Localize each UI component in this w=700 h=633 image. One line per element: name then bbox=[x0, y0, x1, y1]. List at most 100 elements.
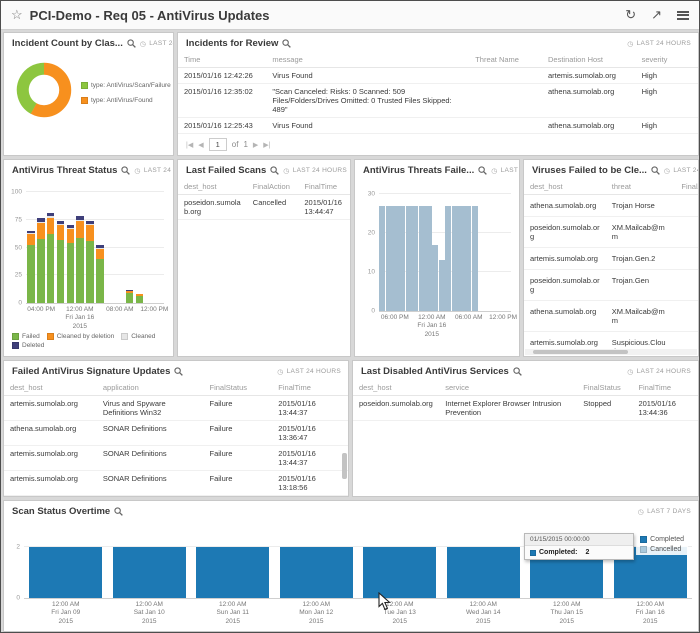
prev-page-button[interactable]: ◀ bbox=[198, 141, 204, 149]
cell-threat: Trojan.Gen.2 bbox=[605, 247, 676, 270]
legend-swatch bbox=[12, 342, 19, 349]
cell-threat: XM.Mailcab@mm bbox=[605, 300, 676, 332]
time-range-badge[interactable]: ◷LAST 24 HOURS bbox=[627, 368, 691, 376]
cell-threat: Trojan Horse bbox=[605, 194, 676, 217]
cell-final-time: 2015/01/16 13:41:37 bbox=[272, 495, 348, 496]
page-number-input[interactable]: 1 bbox=[208, 138, 227, 151]
menu-icon[interactable] bbox=[677, 10, 689, 20]
time-range-badge[interactable]: ◷LAST 24 HOURS bbox=[627, 40, 691, 48]
legend-swatch bbox=[81, 81, 88, 89]
legend-item[interactable]: Cancelled bbox=[640, 546, 684, 553]
column-header[interactable]: service bbox=[439, 380, 578, 396]
column-header[interactable]: FinalTime bbox=[632, 380, 698, 396]
time-range-badge[interactable]: ◷LAST 24 HOURS bbox=[664, 167, 698, 175]
table-row[interactable]: artemis.sumolab.org Virus and Spyware Def… bbox=[4, 395, 348, 421]
donut-legend: type: AntiVirus/Scan/Failure type: AntiV… bbox=[81, 81, 171, 104]
magnifier-icon[interactable] bbox=[651, 166, 660, 175]
time-range-badge[interactable]: ◷LAST 24 HOURS bbox=[134, 167, 173, 175]
cell-final-action bbox=[675, 247, 698, 270]
scrollbar-thumb[interactable] bbox=[533, 350, 628, 354]
legend-swatch bbox=[12, 333, 19, 340]
table-row[interactable]: 2015/01/16 12:42:26 Virus Found artemis.… bbox=[178, 67, 698, 84]
column-header[interactable]: Time bbox=[178, 52, 267, 68]
tooltip-swatch bbox=[530, 549, 536, 556]
legend-item[interactable]: Cleaned bbox=[121, 333, 155, 340]
table-row[interactable]: artemis.sumolab.org SONAR Definitions Fail… bbox=[4, 470, 348, 496]
magnifier-icon[interactable] bbox=[270, 166, 280, 175]
legend-label: Cleaned by deletion bbox=[56, 333, 115, 340]
favorite-star-icon[interactable]: ☆ bbox=[11, 7, 23, 22]
tooltip-timestamp: 01/15/2015 00:00:00 bbox=[525, 534, 633, 546]
threats-failed-chart[interactable]: 0 10 20 30 06:00 PM 12:00 AM Fri Jan 16 2015 06:… bbox=[367, 190, 517, 338]
cell-destination-host: artemis.sumolab.org bbox=[541, 67, 636, 84]
column-header[interactable]: FinalStatus bbox=[577, 380, 633, 396]
horizontal-scrollbar[interactable] bbox=[525, 349, 697, 355]
legend-item[interactable]: type: AntiVirus/Scan/Failure bbox=[81, 81, 171, 89]
table-row[interactable]: artemis.sumolab.org SONAR Definitions Fail… bbox=[4, 445, 348, 471]
column-header[interactable]: severity bbox=[635, 52, 698, 68]
table-row[interactable]: athena.sumolab.org SONAR Definitions Failu… bbox=[4, 420, 348, 446]
time-range-badge[interactable]: ◷LAST 24 HOURS bbox=[491, 167, 519, 175]
magnifier-icon[interactable] bbox=[121, 166, 131, 175]
cell-dest-host: athena.sumolab.org bbox=[524, 300, 606, 332]
legend-item[interactable]: Completed bbox=[640, 536, 684, 543]
column-header[interactable]: Threat Name bbox=[469, 52, 542, 68]
time-range-badge[interactable]: ◷LAST 24 HOURS bbox=[140, 40, 173, 48]
table-row[interactable]: poseidon.sumolab.org XM.Mailcab@mm bbox=[524, 216, 698, 248]
vertical-scrollbar[interactable] bbox=[342, 452, 347, 479]
clock-icon: ◷ bbox=[277, 368, 284, 376]
last-failed-scans-table: dest_host FinalAction FinalTime poseidon… bbox=[178, 179, 350, 220]
panel-antivirus-threats-failed: AntiVirus Threats Faile... ◷LAST 24 HOUR… bbox=[354, 159, 520, 357]
donut-chart[interactable] bbox=[16, 62, 72, 123]
cell-threat: Trojan.Gen bbox=[605, 269, 676, 301]
cell-time: 2015/01/16 12:25:43 bbox=[178, 117, 267, 134]
column-header[interactable]: dest_host bbox=[178, 179, 247, 195]
column-header[interactable]: FinalStatus bbox=[203, 380, 273, 396]
clock-icon: ◷ bbox=[134, 167, 141, 175]
table-row[interactable]: artemis.sumolab.org Trojan.Gen.2 bbox=[524, 247, 698, 270]
refresh-icon[interactable]: ↻ bbox=[625, 7, 637, 22]
scan-status-chart[interactable]: 0 2 12:00 AM Fri Jan 09 2015 12:00 AM Sat Jan … bbox=[16, 537, 692, 625]
column-header[interactable]: FinalAction bbox=[246, 179, 299, 195]
column-header[interactable]: application bbox=[96, 380, 204, 396]
legend-item[interactable]: Deleted bbox=[12, 342, 44, 349]
magnifier-icon[interactable] bbox=[114, 507, 124, 516]
table-row[interactable]: poseidon.sumolab.org Cancelled 2015/01/1… bbox=[178, 194, 350, 220]
cell-application: SONAR Definitions bbox=[96, 420, 204, 446]
threat-status-chart[interactable]: 0 25 50 75 100 04:00 PM 12:00 AM Fri Jan 16 2015… bbox=[11, 188, 169, 330]
legend-item[interactable]: Cleaned by deletion bbox=[46, 333, 115, 340]
time-range-label: LAST 24 HOURS bbox=[143, 167, 173, 174]
cell-severity: High bbox=[635, 117, 698, 134]
expand-icon[interactable]: ↗ bbox=[651, 7, 662, 22]
table-row[interactable]: athena.sumolab.org XM.Mailcab@mm bbox=[524, 300, 698, 332]
column-header[interactable]: FinalAct... bbox=[675, 179, 698, 195]
column-header[interactable]: dest_host bbox=[4, 380, 97, 396]
magnifier-icon[interactable] bbox=[127, 39, 136, 48]
cell-threat: XM.Mailcab@mm bbox=[605, 216, 676, 248]
column-header[interactable]: message bbox=[266, 52, 470, 68]
magnifier-icon[interactable] bbox=[174, 367, 184, 376]
table-row[interactable]: athena.sumolab.org Trojan Horse bbox=[524, 194, 698, 217]
column-header[interactable]: dest_host bbox=[353, 380, 440, 396]
time-range-badge[interactable]: ◷LAST 24 HOURS bbox=[277, 368, 341, 376]
table-row[interactable]: poseidon.sumolab.org Internet Explorer B… bbox=[353, 395, 698, 421]
column-header[interactable]: Destination Host bbox=[541, 52, 636, 68]
magnifier-icon[interactable] bbox=[478, 166, 488, 175]
legend-item[interactable]: Failed bbox=[12, 333, 40, 340]
time-range-badge[interactable]: ◷ LAST 7 DAYS bbox=[638, 508, 691, 516]
magnifier-icon[interactable] bbox=[513, 367, 522, 376]
column-header[interactable]: dest_host bbox=[524, 179, 606, 195]
column-header[interactable]: threat bbox=[605, 179, 676, 195]
next-page-button[interactable]: ▶ bbox=[252, 141, 259, 149]
column-header[interactable]: FinalTime bbox=[298, 179, 350, 195]
table-row[interactable]: 2015/01/16 12:35:02 "Scan Canceled: Risk… bbox=[178, 83, 698, 118]
legend-item[interactable]: type: AntiVirus/Found bbox=[81, 96, 171, 104]
column-header[interactable]: FinalTime bbox=[272, 380, 348, 396]
first-page-button[interactable]: |◀ bbox=[186, 141, 194, 149]
magnifier-icon[interactable] bbox=[282, 39, 292, 48]
last-page-button[interactable]: ▶| bbox=[263, 141, 271, 149]
table-row[interactable]: poseidon.sumolab.org Trojan.Gen bbox=[524, 269, 698, 301]
time-range-badge[interactable]: ◷LAST 24 HOURS bbox=[283, 167, 347, 175]
table-row[interactable]: 2015/01/16 12:25:43 Virus Found athena.s… bbox=[178, 117, 698, 134]
